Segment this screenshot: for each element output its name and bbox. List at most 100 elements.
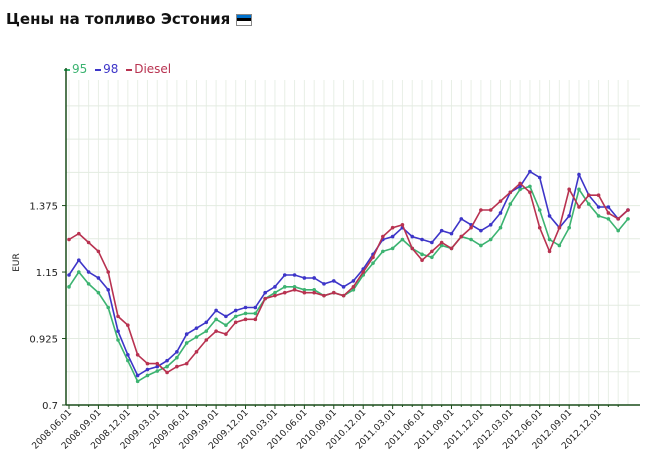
data-point-95 (528, 184, 532, 189)
data-point-diesel (518, 181, 522, 186)
data-point-diesel (341, 293, 346, 298)
data-point-95 (302, 287, 307, 292)
data-point-diesel (302, 290, 307, 295)
data-point-98 (145, 367, 150, 372)
legend-item-98[interactable]: 98 (95, 62, 118, 76)
data-point-diesel (331, 290, 336, 295)
data-point-95 (488, 237, 493, 242)
data-point-98 (165, 358, 169, 363)
legend-swatch-95 (64, 68, 70, 71)
data-point-95 (77, 270, 81, 274)
data-point-98 (67, 273, 71, 277)
data-point-diesel (577, 205, 581, 209)
data-point-diesel (135, 352, 140, 357)
data-point-98 (430, 240, 434, 245)
data-point-98 (253, 305, 258, 310)
data-point-diesel (488, 208, 493, 212)
data-point-95 (96, 290, 101, 295)
data-point-98 (263, 290, 267, 295)
data-point-98 (224, 314, 228, 319)
data-point-diesel (282, 290, 287, 295)
data-point-98 (77, 258, 81, 263)
data-point-95 (626, 217, 630, 221)
data-point-diesel (371, 255, 375, 260)
data-point-95 (381, 249, 385, 254)
data-point-diesel (567, 187, 571, 192)
data-point-95 (184, 341, 189, 345)
data-point-diesel (86, 240, 91, 245)
chart-title: Цены на топливо Эстония (6, 10, 231, 28)
data-point-98 (204, 320, 209, 325)
legend-swatch-diesel (126, 68, 133, 71)
legend-item-95[interactable]: 95 (64, 62, 87, 76)
data-point-diesel (155, 361, 160, 366)
data-point-98 (459, 217, 464, 221)
data-point-98 (341, 285, 346, 289)
data-point-98 (292, 273, 297, 277)
legend-label-98: 98 (103, 62, 119, 76)
data-point-98 (331, 279, 336, 283)
data-point-98 (410, 234, 415, 239)
data-point-98 (537, 175, 542, 180)
data-point-diesel (626, 208, 630, 212)
data-point-95 (371, 261, 375, 265)
data-point-95 (616, 228, 620, 233)
data-point-diesel (449, 246, 454, 251)
data-point-98 (273, 285, 277, 289)
data-point-diesel (116, 314, 120, 319)
data-point-98 (282, 273, 287, 277)
data-point-diesel (184, 361, 189, 366)
data-point-95 (469, 237, 473, 242)
data-point-98 (302, 276, 307, 280)
data-point-95 (165, 364, 169, 369)
data-point-diesel (204, 338, 209, 342)
data-point-diesel (106, 270, 111, 274)
data-point-diesel (263, 296, 267, 301)
data-point-98 (155, 364, 160, 369)
data-point-95 (537, 208, 542, 212)
data-point-95 (420, 252, 424, 257)
data-point-diesel (322, 293, 326, 298)
data-point-98 (498, 211, 503, 215)
series-line-diesel (68, 182, 629, 374)
data-point-98 (312, 276, 316, 280)
data-point-98 (420, 237, 424, 242)
y-tick-label: 1.15 (36, 268, 58, 279)
axes (62, 68, 640, 409)
legend-swatch-98 (95, 68, 102, 71)
data-point-diesel (420, 258, 424, 263)
y-axis-label: EUR (12, 253, 22, 272)
data-point-diesel (439, 240, 444, 245)
data-point-95 (253, 311, 258, 316)
data-point-95 (400, 237, 405, 242)
data-point-diesel (351, 285, 356, 289)
data-point-diesel (253, 317, 258, 322)
data-point-95 (67, 285, 71, 289)
data-point-diesel (381, 234, 385, 239)
data-point-98 (528, 169, 532, 174)
data-point-diesel (292, 287, 297, 292)
data-point-diesel (126, 323, 130, 328)
series-lines (67, 169, 630, 384)
data-point-95 (547, 237, 552, 242)
data-point-diesel (410, 246, 415, 251)
data-point-diesel (606, 211, 611, 215)
data-point-diesel (145, 361, 150, 366)
data-point-95 (430, 255, 434, 260)
page-title: Цены на топливо Эстония (6, 10, 253, 28)
data-point-diesel (498, 199, 503, 203)
data-point-diesel (390, 225, 395, 230)
data-point-diesel (469, 225, 473, 230)
data-point-95 (194, 335, 199, 339)
data-point-diesel (224, 332, 228, 336)
data-point-98 (547, 214, 552, 218)
data-point-diesel (77, 231, 81, 236)
data-point-diesel (479, 208, 483, 212)
data-point-diesel (273, 293, 277, 298)
data-point-95 (126, 358, 130, 363)
data-point-95 (86, 282, 91, 286)
data-point-diesel (586, 193, 591, 198)
legend-item-diesel[interactable]: Diesel (126, 62, 171, 76)
data-point-95 (145, 373, 150, 378)
